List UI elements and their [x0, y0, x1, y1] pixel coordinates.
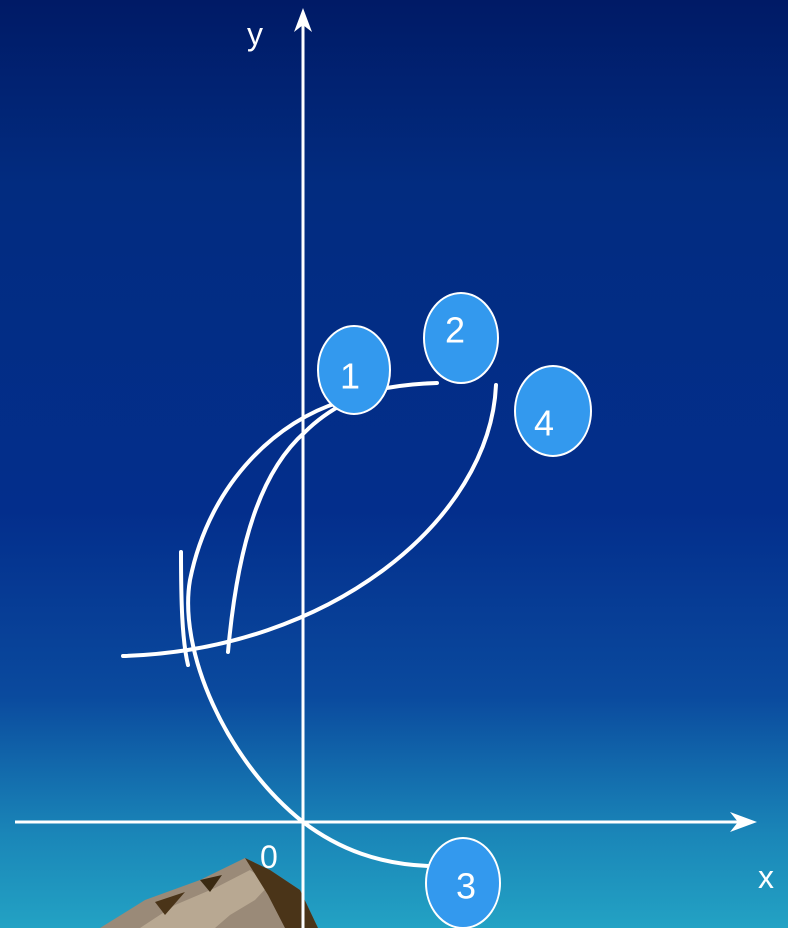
- curve-1: [226, 401, 347, 654]
- badge-2-label: 2: [445, 310, 465, 351]
- badge-1-label: 1: [340, 356, 360, 397]
- curve-4: [121, 383, 498, 658]
- curve-3: [179, 550, 430, 868]
- y-axis-arrow: [294, 8, 312, 32]
- x-axis-label: x: [758, 859, 774, 895]
- badge-4: 4: [514, 365, 592, 457]
- origin-label: 0: [260, 839, 278, 875]
- badge-1: 1: [317, 325, 391, 415]
- badge-2: 2: [423, 292, 499, 384]
- badge-3-label: 3: [456, 866, 476, 907]
- x-axis-arrow: [730, 812, 757, 832]
- badge-4-label: 4: [534, 403, 554, 444]
- mountain-decoration: [100, 858, 318, 928]
- y-axis-label: y: [247, 16, 263, 52]
- curve-2: [186, 400, 342, 824]
- badge-3: 3: [425, 837, 501, 928]
